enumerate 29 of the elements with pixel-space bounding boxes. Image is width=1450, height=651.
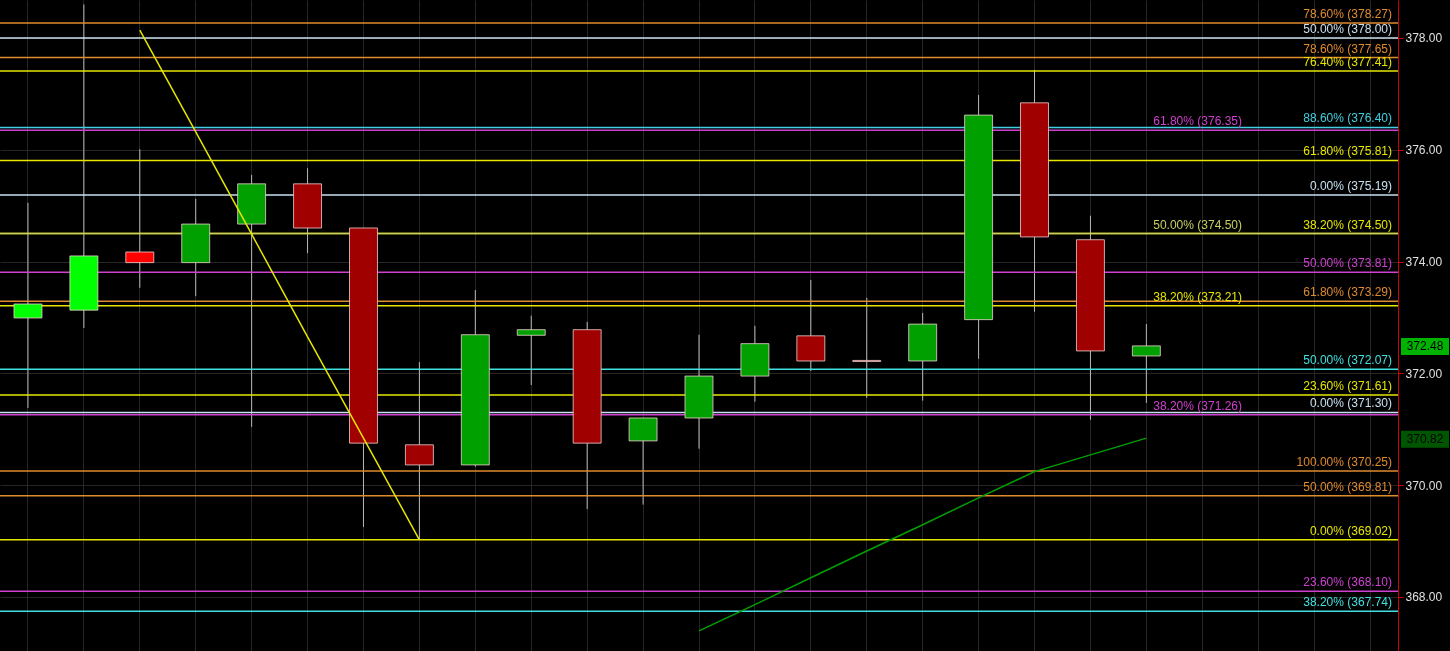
- ref-line-label: 38.20% (367.74): [1303, 595, 1392, 610]
- text: 372.48: [1406, 339, 1444, 354]
- ref-line-label: 0.00% (369.02): [1309, 523, 1392, 538]
- y-tick-label: 376.00: [1405, 143, 1443, 158]
- y-tick-label: 370.00: [1405, 478, 1443, 493]
- ref-line-label: 78.60% (378.27): [1303, 6, 1392, 21]
- ref-line-label: 38.20% (371.26): [1153, 398, 1242, 413]
- y-tick-label: 368.00: [1405, 590, 1443, 605]
- y-tick-label: 374.00: [1405, 255, 1443, 270]
- y-tick-label: 378.00: [1405, 31, 1443, 46]
- ref-line-label: 61.80% (376.35): [1153, 114, 1242, 129]
- ref-line-label: 50.00% (373.81): [1303, 256, 1392, 271]
- ref-line-label: 38.20% (374.50): [1303, 217, 1392, 232]
- ref-line-label: 100.00% (370.25): [1296, 455, 1392, 470]
- ref-line-label: 50.00% (369.81): [1303, 479, 1392, 494]
- ref-line-label: 50.00% (378.00): [1303, 22, 1392, 36]
- ref-line-label: 38.20% (373.21): [1153, 289, 1242, 304]
- ref-line-label: 61.80% (373.29): [1303, 285, 1392, 300]
- y-tick-label: 372.00: [1405, 366, 1443, 381]
- ref-line-label: 50.00% (372.07): [1303, 353, 1392, 368]
- ref-line-label: 78.60% (377.65): [1303, 41, 1392, 56]
- ref-line-label: 0.00% (371.30): [1309, 396, 1392, 411]
- ref-line-label: 23.60% (368.10): [1303, 575, 1392, 590]
- ref-line-label: 23.60% (371.61): [1303, 379, 1392, 394]
- ref-line-label: 61.80% (375.81): [1303, 144, 1392, 159]
- ref-line-label: 88.60% (376.40): [1303, 111, 1392, 126]
- ref-line-label: 0.00% (375.19): [1309, 179, 1392, 194]
- text: 370.82: [1406, 432, 1444, 447]
- ref-line-label: 50.00% (374.50): [1153, 217, 1242, 232]
